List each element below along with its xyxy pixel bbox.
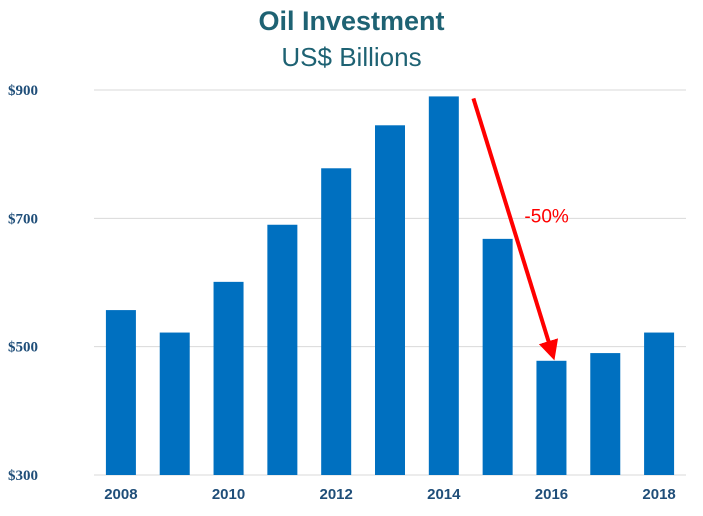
bar-2018 — [644, 332, 675, 475]
x-tick-label: 2018 — [642, 486, 675, 503]
bar-2011 — [267, 224, 298, 475]
chart-title: Oil Investment — [258, 6, 445, 36]
x-tick-label: 2016 — [535, 486, 568, 503]
x-tick-label: 2014 — [427, 486, 461, 503]
bar-2015 — [482, 238, 513, 475]
y-tick-label: $700 — [8, 211, 38, 227]
chart-subtitle: US$ Billions — [281, 42, 422, 72]
bar-2016 — [536, 360, 567, 475]
bar-2013 — [375, 125, 405, 476]
bar-2012 — [321, 168, 352, 476]
bar-2014 — [428, 96, 459, 476]
bar-2010 — [213, 281, 244, 475]
x-axis-ticks: 2008 2010 2012 2014 2016 2018 — [104, 486, 676, 503]
y-tick-label: $500 — [8, 340, 38, 356]
bars — [105, 96, 675, 476]
y-tick-label: $300 — [8, 468, 38, 484]
x-tick-label: 2012 — [319, 486, 352, 503]
drop-annotation: -50% — [471, 97, 569, 361]
decline-label: -50% — [524, 207, 568, 228]
y-tick-label: $900 — [8, 83, 38, 99]
decline-arrow — [471, 97, 559, 361]
x-tick-label: 2008 — [104, 486, 137, 503]
bar-2009 — [159, 332, 190, 475]
y-axis-ticks: $300 $500 $700 $900 — [8, 83, 38, 484]
bar-2017 — [590, 353, 621, 475]
bar-2008 — [105, 310, 136, 475]
x-tick-label: 2010 — [212, 486, 245, 503]
